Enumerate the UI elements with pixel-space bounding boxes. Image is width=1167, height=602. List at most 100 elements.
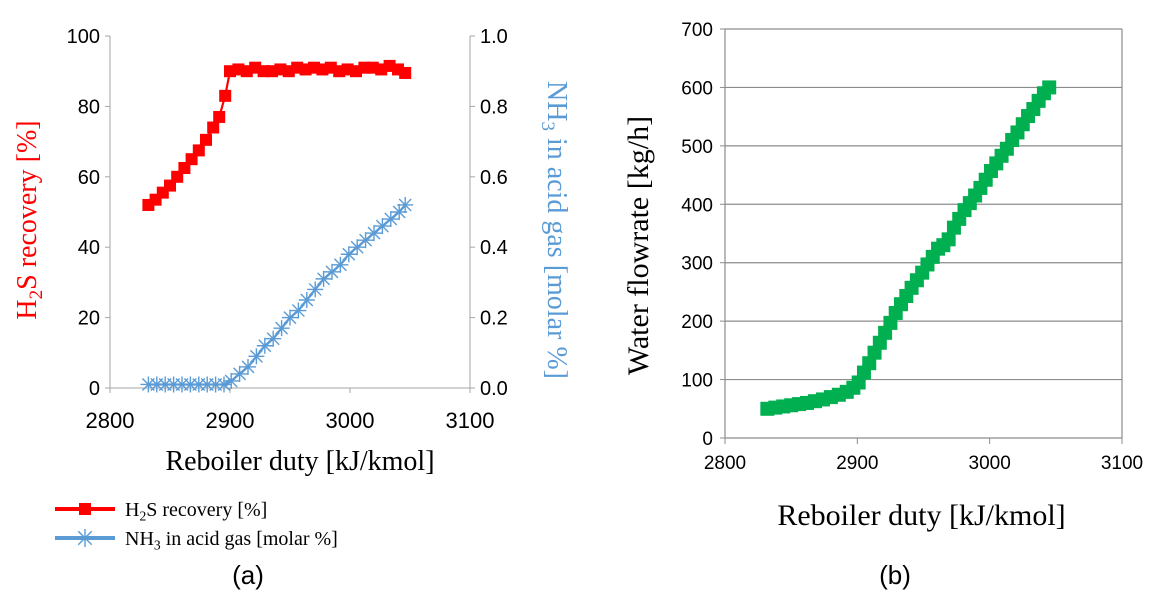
chart-a-y-left-axis-label-part: 2 xyxy=(26,290,47,300)
chart-a-series-2-point-stroke xyxy=(317,272,331,286)
chart-a-panel-label: (a) xyxy=(232,560,264,590)
chart-a-series-2-point xyxy=(216,376,232,393)
chart-a-legend-marker-2-stroke xyxy=(77,530,93,546)
chart-a-series-2-point xyxy=(298,292,315,308)
chart-a-y-left-tick-label: 40 xyxy=(78,237,100,259)
chart-a-y-left-tick-label: 80 xyxy=(78,96,100,118)
chart-a-series-1-point xyxy=(200,133,212,146)
chart-b-y-tick-label: 100 xyxy=(681,371,713,392)
chart-a-series-2-point-stroke xyxy=(359,233,373,247)
chart-a-series-2-point-stroke xyxy=(291,304,305,318)
chart-a-y-right-axis-label-part: in acid gas [molar %] xyxy=(541,131,572,379)
chart-a-legend-label-1-part: 2 xyxy=(139,508,146,523)
chart-a-y-right-axis-label-part: NH xyxy=(541,81,572,121)
chart-a-series-2-point xyxy=(265,330,282,347)
chart-a-series-2-point-stroke xyxy=(241,360,255,374)
chart-a-y-left-axis-label: H2S recovery [%] xyxy=(12,120,47,319)
chart-a-series-2-point-stroke xyxy=(266,332,280,346)
chart-a-series-2-point-stroke xyxy=(275,321,289,335)
chart-a-x-axis-label: Reboiler duty [kJ/kmol] xyxy=(165,446,434,477)
chart-a-series-2-point-stroke xyxy=(325,265,339,279)
chart-a-series-2-point xyxy=(374,218,391,235)
chart-a-legend-label-2-part: NH xyxy=(125,528,154,550)
chart-a-series-2-point xyxy=(315,270,332,287)
chart-b: 0 100 200 300 400 500 600 700 2800 2900 3000 3100 Re… xyxy=(622,20,1143,590)
chart-a-series-2-point-stroke xyxy=(375,219,389,233)
chart-a-series-2-point-stroke xyxy=(384,212,398,226)
chart-a-series-2-point-stroke xyxy=(398,198,412,212)
chart-a-series-1-point xyxy=(192,144,205,157)
chart-a-series-2-point xyxy=(282,309,298,326)
chart-a-y-left-tick-label: 60 xyxy=(78,167,100,189)
chart-a-series-1-point xyxy=(399,66,412,79)
chart-a-legend-label-2-part: 3 xyxy=(154,537,161,552)
chart-a-series-2-point xyxy=(290,302,307,319)
chart-b-y-tick-label: 200 xyxy=(681,312,713,333)
chart-a-series-2-point xyxy=(256,337,273,354)
chart-a-legend-marker-1 xyxy=(79,503,91,515)
chart-b-panel-label: (b) xyxy=(879,560,911,590)
chart-a-series-2-point-stroke xyxy=(233,367,247,381)
chart-a-y-right-tick-label: 0.6 xyxy=(480,167,508,189)
chart-a-series-2-point xyxy=(397,196,414,213)
chart-b-x-tick-label: 3100 xyxy=(1101,453,1143,474)
chart-a-series-2-point xyxy=(240,358,256,375)
chart-a-series-2-point xyxy=(273,320,290,337)
chart-a-series-2-point xyxy=(332,256,349,273)
chart-a-series-2-point-stroke xyxy=(224,374,238,388)
chart-a-y-left-tick-label: 100 xyxy=(67,26,100,48)
chart-a-series-2-point-stroke xyxy=(308,282,322,296)
chart-b-y-tick-label: 400 xyxy=(681,195,713,216)
chart-a-series-2-point xyxy=(357,232,374,249)
chart-a-legend-marker-2 xyxy=(76,529,94,547)
chart-a-series-2-point xyxy=(366,225,382,242)
chart-a-series-2-point-stroke xyxy=(249,349,263,363)
chart-b-y-tick-label: 500 xyxy=(681,137,713,158)
chart-a-y-right-tick-label: 0.4 xyxy=(480,237,508,259)
chart-b-y-tick-label: 300 xyxy=(681,254,713,275)
chart-a-y-right-axis-label-part: 3 xyxy=(537,121,558,131)
chart-b-y-tick-label: 0 xyxy=(702,429,713,450)
chart-a-series-2-point-stroke xyxy=(283,311,297,325)
chart-a-legend-label-1: H2S recovery [%] xyxy=(125,499,267,523)
chart-a-series-1-point xyxy=(219,89,232,102)
chart-b-y-axis-label: Water flowrate [kg/h] xyxy=(622,116,655,375)
chart-a-x-tick-label: 2900 xyxy=(206,408,255,433)
chart-b-x-tick-label: 3000 xyxy=(969,453,1011,474)
chart-a-y-left-axis-label-part: S recovery [%] xyxy=(12,120,43,289)
chart-a-series-2-point xyxy=(382,211,399,228)
chart-b-y-tick-label: 600 xyxy=(681,78,713,99)
chart-a-series-2-point xyxy=(349,239,366,256)
chart-a-y-right-tick-label: 0.0 xyxy=(480,378,508,400)
chart-a-legend-label-2: NH3 in acid gas [molar %] xyxy=(125,528,338,552)
chart-a-y-left-axis-label-part: H xyxy=(12,299,43,319)
chart-a-legend-label-1-part: H xyxy=(125,499,139,521)
chart-b-series-1-point xyxy=(1042,80,1057,95)
chart-a-series-1-point xyxy=(213,110,226,123)
chart-b-x-tick-label: 2900 xyxy=(836,453,878,474)
chart-a-series-2-point-stroke xyxy=(300,293,314,307)
chart-a-series-2-point xyxy=(223,372,240,389)
chart-a-series-1-line xyxy=(147,64,406,206)
chart-b-x-axis-label: Reboiler duty [kJ/kmol] xyxy=(777,499,1065,532)
chart-a-series-2-point-stroke xyxy=(350,240,364,254)
chart-a-y-right-tick-label: 0.8 xyxy=(480,96,508,118)
chart-b-series-1-point xyxy=(862,356,877,371)
chart-a-series-2-line xyxy=(148,204,407,386)
chart-a-series-2-point-stroke xyxy=(392,205,406,219)
chart-a-series-2-point-stroke xyxy=(258,339,272,353)
chart-b-x-tick-label: 2800 xyxy=(704,453,746,474)
chart-b-y-tick-label: 700 xyxy=(681,20,713,41)
chart-a-y-left-tick-label: 20 xyxy=(78,308,100,330)
chart-a-y-right-tick-label: 0.2 xyxy=(480,308,508,330)
chart-a-series-1-point xyxy=(207,121,220,134)
chart-a-y-right-axis-label: NH3 in acid gas [molar %] xyxy=(537,81,572,379)
chart-a: 0 20 40 60 80 100 0.0 0.2 0.4 0.6 0.8 1.0 2800 2900 30… xyxy=(12,26,572,590)
chart-b-series-1-point xyxy=(941,232,956,247)
chart-a-y-left-tick-label: 0 xyxy=(89,378,100,400)
chart-a-series-2-point xyxy=(307,281,324,298)
chart-a-x-tick-label: 2800 xyxy=(86,408,135,433)
chart-a-series-2-point xyxy=(231,365,248,382)
chart-a-legend-label-1-part: S recovery [%] xyxy=(146,499,267,521)
